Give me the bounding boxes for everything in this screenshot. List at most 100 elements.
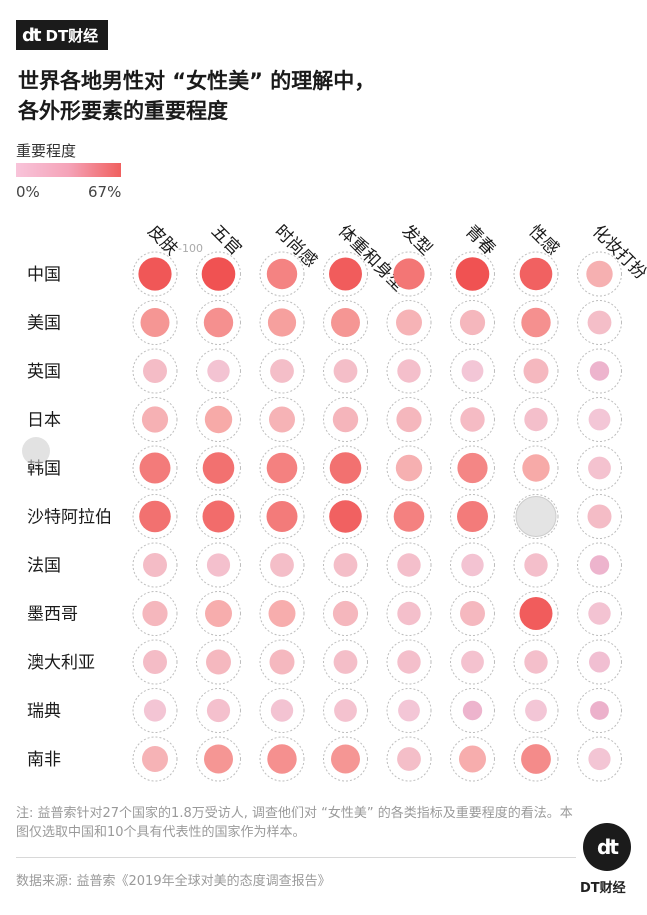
data-bubble — [205, 600, 232, 627]
bubble-outline — [132, 688, 178, 733]
bubble-outline — [323, 397, 368, 442]
data-bubble — [333, 553, 358, 577]
data-bubble — [332, 406, 359, 433]
data-bubble — [331, 744, 360, 774]
bubble-outline — [132, 736, 178, 782]
bubble-outline — [196, 688, 241, 733]
row-label: 美国 — [27, 314, 61, 334]
data-bubble — [397, 601, 421, 626]
bubble-outline — [323, 300, 368, 345]
bubble-outline — [450, 397, 495, 442]
row-label: 中国 — [27, 265, 61, 285]
bubble-outline — [450, 348, 495, 394]
bubble-outline — [323, 445, 368, 491]
dt-logo-icon: dt — [22, 24, 41, 46]
data-bubble — [332, 600, 359, 627]
column-label: 青春 — [461, 221, 499, 259]
row-label: 沙特阿拉伯 — [27, 508, 112, 528]
row-label: 南非 — [27, 750, 61, 770]
bubble-outline — [196, 542, 241, 588]
data-bubble — [204, 405, 233, 434]
bubble-outline — [323, 542, 368, 588]
bubble-outline — [513, 688, 559, 733]
bubble-outline — [513, 736, 559, 782]
row-label: 墨西哥 — [27, 605, 78, 625]
data-bubble — [521, 744, 551, 774]
data-bubble — [587, 504, 612, 529]
data-bubble — [269, 649, 295, 675]
bubble-outline — [577, 397, 622, 442]
data-bubble — [397, 553, 421, 577]
bubble-outline — [513, 639, 559, 685]
legend-max-label: 67% — [88, 183, 122, 201]
data-bubble — [522, 454, 550, 482]
brand-name: DT财经 — [45, 26, 99, 45]
data-bubble — [203, 307, 234, 338]
data-bubble — [333, 359, 358, 383]
data-bubble — [266, 452, 298, 484]
data-bubble — [588, 456, 611, 480]
data-bubble — [138, 257, 172, 291]
bubble-outline — [132, 639, 178, 685]
bubble-outline — [450, 300, 495, 345]
data-bubble — [334, 699, 357, 722]
bubble-outline — [577, 445, 622, 491]
data-bubble — [201, 257, 236, 291]
data-bubble — [329, 257, 362, 291]
data-bubble — [462, 700, 483, 721]
bubble-outline — [196, 445, 241, 491]
data-bubble — [588, 408, 611, 431]
bubble-outline — [450, 445, 495, 491]
data-bubble — [143, 359, 167, 383]
bubble-outline — [323, 688, 368, 733]
data-bubble — [525, 699, 547, 722]
bubble-outline — [323, 736, 368, 782]
data-bubble — [524, 407, 548, 432]
data-bubble — [589, 555, 610, 575]
data-bubble — [461, 553, 484, 577]
bubble-outline — [577, 348, 622, 394]
data-bubble — [524, 553, 548, 577]
data-bubble — [460, 601, 485, 626]
title-line-2: 各外形要素的重要程度 — [18, 99, 228, 123]
data-bubble — [143, 553, 167, 577]
data-bubble — [140, 308, 170, 337]
bubble-outline — [577, 688, 622, 733]
data-bubble — [397, 747, 421, 771]
bubble-outline — [513, 300, 559, 345]
data-bubble — [329, 452, 362, 484]
bubble-outline — [259, 494, 305, 539]
data-bubble — [519, 257, 553, 291]
bubble-outline — [450, 251, 495, 297]
brand-logo: dt DT财经 — [16, 20, 109, 50]
bubble-outline — [132, 397, 178, 442]
data-bubble — [586, 260, 613, 288]
data-bubble — [267, 744, 297, 774]
bubble-outline — [386, 542, 432, 588]
bubble-outline — [132, 348, 178, 394]
bubble-outline — [196, 397, 241, 442]
bubble-outline — [196, 494, 241, 539]
legend-min-label: 0% — [16, 183, 40, 201]
bubble-outline — [323, 251, 368, 297]
column-label: 发型 — [397, 221, 435, 259]
bubble-outline — [577, 494, 622, 539]
data-bubble — [461, 360, 484, 382]
scale-label: -100 — [178, 242, 203, 255]
bubble-outline — [259, 445, 305, 491]
bubble-outline — [132, 445, 178, 491]
data-bubble — [459, 309, 486, 336]
data-bubble — [589, 361, 610, 381]
bubble-outline — [577, 300, 622, 345]
data-bubble — [266, 501, 298, 532]
data-bubble — [455, 257, 490, 291]
bubble-outline — [323, 591, 368, 636]
bubble-outline — [196, 736, 241, 782]
data-bubble — [395, 454, 423, 482]
bubble-outline — [577, 736, 622, 782]
bubble-outline — [386, 639, 432, 685]
data-bubble — [267, 308, 297, 337]
footnote: 注: 益普索针对27个国家的1.8万受访人, 调查他们对 “女性美” 的各类指标… — [16, 806, 573, 840]
data-bubble — [143, 699, 167, 722]
